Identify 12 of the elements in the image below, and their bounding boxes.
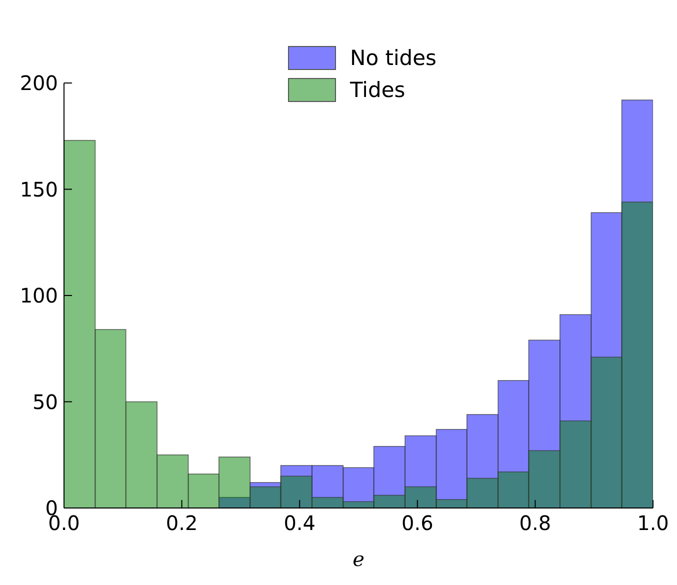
x-axis-title: e (352, 547, 364, 571)
x-tick-label: 0.4 (284, 511, 316, 536)
x-tick-label: 1.0 (637, 511, 669, 536)
legend-label: Tides (350, 78, 406, 102)
y-tick-label: 150 (20, 177, 58, 202)
x-tick-label: 0.8 (519, 511, 552, 536)
y-tick-label: 50 (32, 390, 58, 414)
legend-label: No tides (350, 46, 436, 70)
y-tick-label: 200 (20, 71, 58, 96)
y-tick-label: 100 (20, 284, 58, 308)
x-tick-label: 0.6 (401, 511, 434, 536)
x-tick-label: 0.2 (166, 511, 198, 536)
